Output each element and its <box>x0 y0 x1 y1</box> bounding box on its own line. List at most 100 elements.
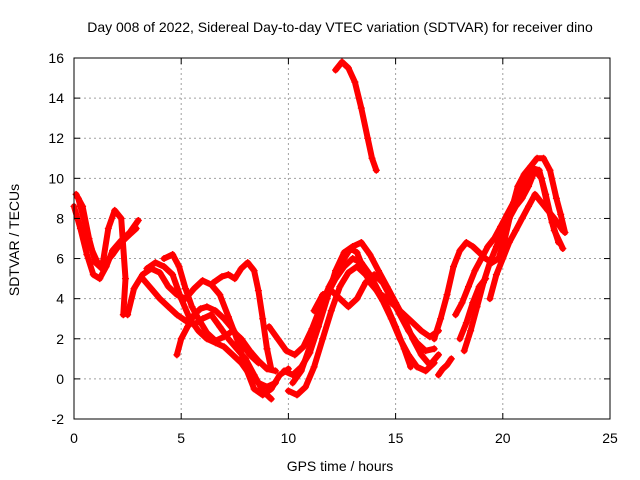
x-tick-label: 25 <box>602 430 618 446</box>
data-point-marker <box>392 323 400 331</box>
series-band <box>435 355 455 378</box>
data-point-marker <box>400 345 408 353</box>
series-track-16 <box>430 154 569 343</box>
series-band <box>332 59 380 174</box>
data-point-marker <box>482 275 490 283</box>
data-point-marker <box>505 239 513 247</box>
data-point-marker <box>383 303 391 311</box>
data-point-marker <box>246 351 254 359</box>
data-point-marker <box>237 265 245 273</box>
data-point-marker <box>396 311 404 319</box>
data-point-marker <box>207 311 215 319</box>
data-point-marker <box>357 104 365 112</box>
data-point-marker <box>430 335 438 343</box>
data-point-marker <box>336 283 344 291</box>
data-point-marker <box>94 259 102 267</box>
data-point-marker <box>100 261 108 269</box>
y-tick-label: 0 <box>56 371 64 387</box>
x-tick-label: 5 <box>177 430 185 446</box>
data-point-marker <box>458 299 466 307</box>
data-point-marker <box>310 307 318 315</box>
data-point-marker <box>430 345 438 353</box>
data-point-marker <box>525 202 533 210</box>
data-point-marker <box>413 363 421 371</box>
data-point-marker <box>156 269 164 277</box>
data-point-marker <box>74 194 82 202</box>
data-point-marker <box>143 265 151 273</box>
data-point-marker <box>344 303 352 311</box>
data-point-marker <box>559 245 567 253</box>
data-point-marker <box>467 327 475 335</box>
data-point-marker <box>117 214 125 222</box>
data-point-marker <box>306 343 314 351</box>
data-point-marker <box>89 271 97 279</box>
data-point-marker <box>104 224 112 232</box>
series-track-14 <box>310 271 438 355</box>
y-tick-label: 16 <box>48 50 64 66</box>
data-point-marker <box>319 291 327 299</box>
data-point-marker <box>272 379 280 387</box>
data-point-marker <box>237 359 245 367</box>
data-point-marker <box>175 263 183 271</box>
data-point-marker <box>374 267 382 275</box>
data-point-marker <box>452 311 460 319</box>
data-point-marker <box>169 251 177 259</box>
data-point-marker <box>460 347 468 355</box>
series-band <box>266 245 442 358</box>
data-point-marker <box>550 214 558 222</box>
data-point-marker <box>484 243 492 251</box>
data-point-marker <box>516 186 524 194</box>
data-point-marker <box>434 351 442 359</box>
data-point-marker <box>443 291 451 299</box>
series-band <box>289 255 414 386</box>
data-point-marker <box>231 275 239 283</box>
data-point-marker <box>469 299 477 307</box>
data-point-marker <box>540 154 548 162</box>
data-point-marker <box>533 154 541 162</box>
data-point-marker <box>126 230 134 238</box>
data-point-marker <box>417 351 425 359</box>
data-point-marker <box>220 343 228 351</box>
series-band <box>461 167 566 354</box>
data-point-marker <box>456 335 464 343</box>
data-point-marker <box>357 239 365 247</box>
data-point-marker <box>169 271 177 279</box>
y-tick-label: 6 <box>56 251 64 267</box>
series-band <box>139 275 275 402</box>
data-point-marker <box>87 245 95 253</box>
data-point-marker <box>344 269 352 277</box>
data-point-marker <box>250 371 258 379</box>
data-point-marker <box>224 271 232 279</box>
series-band <box>431 155 568 342</box>
data-series <box>70 58 569 403</box>
series-band <box>173 303 262 366</box>
data-point-marker <box>409 319 417 327</box>
data-point-marker <box>184 323 192 331</box>
data-point-marker <box>265 323 273 331</box>
data-point-marker <box>338 58 346 66</box>
data-point-marker <box>274 335 282 343</box>
data-point-marker <box>147 285 155 293</box>
data-point-marker <box>250 385 258 393</box>
data-point-marker <box>559 226 567 234</box>
data-point-marker <box>280 367 288 375</box>
data-point-marker <box>276 371 284 379</box>
data-point-marker <box>462 239 470 247</box>
data-point-marker <box>212 307 220 315</box>
data-point-marker <box>310 363 318 371</box>
data-point-marker <box>531 190 539 198</box>
data-point-marker <box>349 255 357 263</box>
data-point-marker <box>117 239 125 247</box>
data-point-marker <box>477 255 485 263</box>
data-point-marker <box>332 66 340 74</box>
data-point-marker <box>254 287 262 295</box>
data-point-marker <box>220 333 228 341</box>
data-point-marker <box>81 218 89 226</box>
data-point-marker <box>164 283 172 291</box>
chart-title: Day 008 of 2022, Sidereal Day-to-day VTE… <box>87 19 593 35</box>
series-track-6 <box>139 275 275 403</box>
data-point-marker <box>492 243 500 251</box>
data-point-marker <box>177 335 185 343</box>
data-point-marker <box>537 198 545 206</box>
